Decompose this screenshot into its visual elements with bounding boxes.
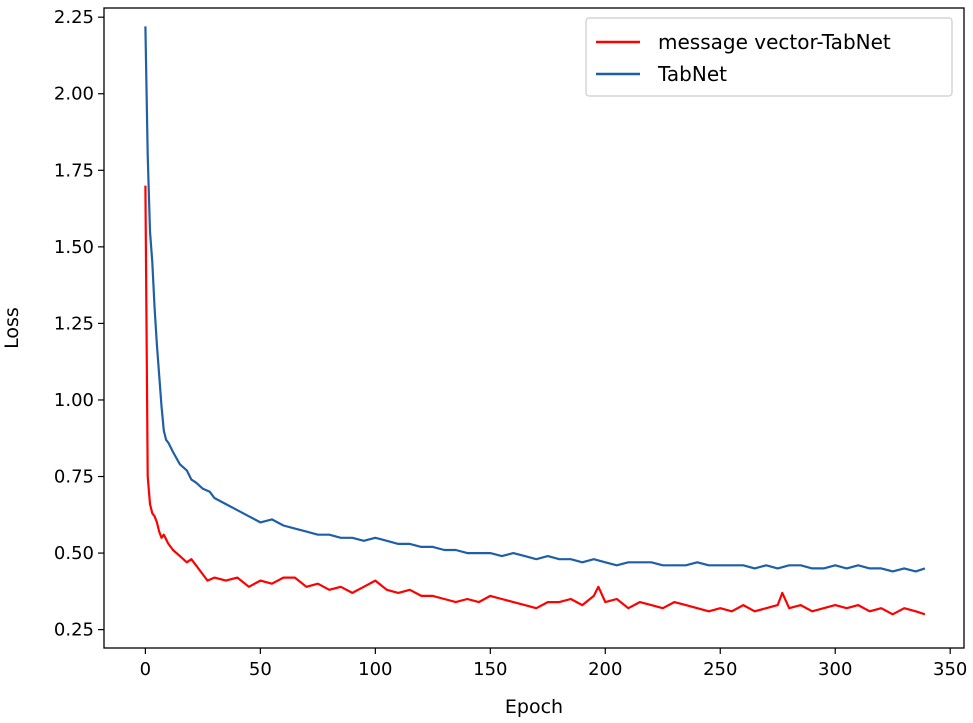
x-tick-label: 150 (473, 659, 507, 680)
y-axis-title: Loss (1, 307, 23, 349)
y-tick-label: 0.75 (54, 467, 94, 488)
x-tick-label: 0 (140, 659, 151, 680)
x-tick-label: 250 (703, 659, 737, 680)
y-tick-label: 0.25 (54, 620, 94, 641)
x-tick-label: 100 (358, 659, 392, 680)
x-axis-title: Epoch (505, 696, 563, 718)
x-axis: 0 50 100 150 200 250 300 350 (140, 648, 967, 680)
y-axis: 0.25 0.50 0.75 1.00 1.25 1.50 1.75 2.00 2.25 (54, 7, 104, 641)
y-tick-label: 2.00 (54, 84, 94, 105)
y-tick-label: 2.25 (54, 7, 94, 28)
legend-label: message vector-TabNet (658, 30, 891, 54)
y-tick-label: 1.50 (54, 237, 94, 258)
x-tick-label: 200 (588, 659, 622, 680)
y-tick-label: 1.00 (54, 390, 94, 411)
legend-label: TabNet (657, 62, 727, 86)
y-tick-label: 1.25 (54, 313, 94, 334)
x-tick-label: 350 (933, 659, 967, 680)
y-tick-label: 0.50 (54, 543, 94, 564)
legend: message vector-TabNet TabNet (585, 17, 953, 97)
x-tick-label: 300 (818, 659, 852, 680)
x-tick-label: 50 (249, 659, 272, 680)
series-line-0 (144, 185, 926, 616)
plot-frame (103, 7, 965, 649)
y-tick-label: 1.75 (54, 160, 94, 181)
legend-box (585, 17, 953, 97)
series-line-1 (144, 26, 926, 573)
plot-lines (144, 26, 926, 616)
